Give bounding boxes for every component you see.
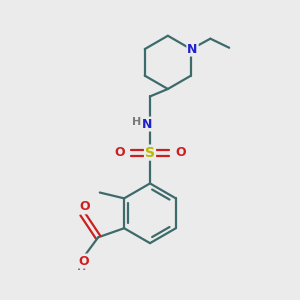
Text: N: N	[142, 118, 153, 130]
Text: H: H	[132, 117, 142, 128]
Text: O: O	[175, 146, 186, 159]
Text: S: S	[145, 146, 155, 160]
Text: O: O	[114, 146, 125, 159]
Text: N: N	[187, 43, 198, 56]
Text: O: O	[78, 254, 88, 268]
Text: O: O	[79, 200, 89, 213]
Text: H: H	[77, 262, 86, 272]
